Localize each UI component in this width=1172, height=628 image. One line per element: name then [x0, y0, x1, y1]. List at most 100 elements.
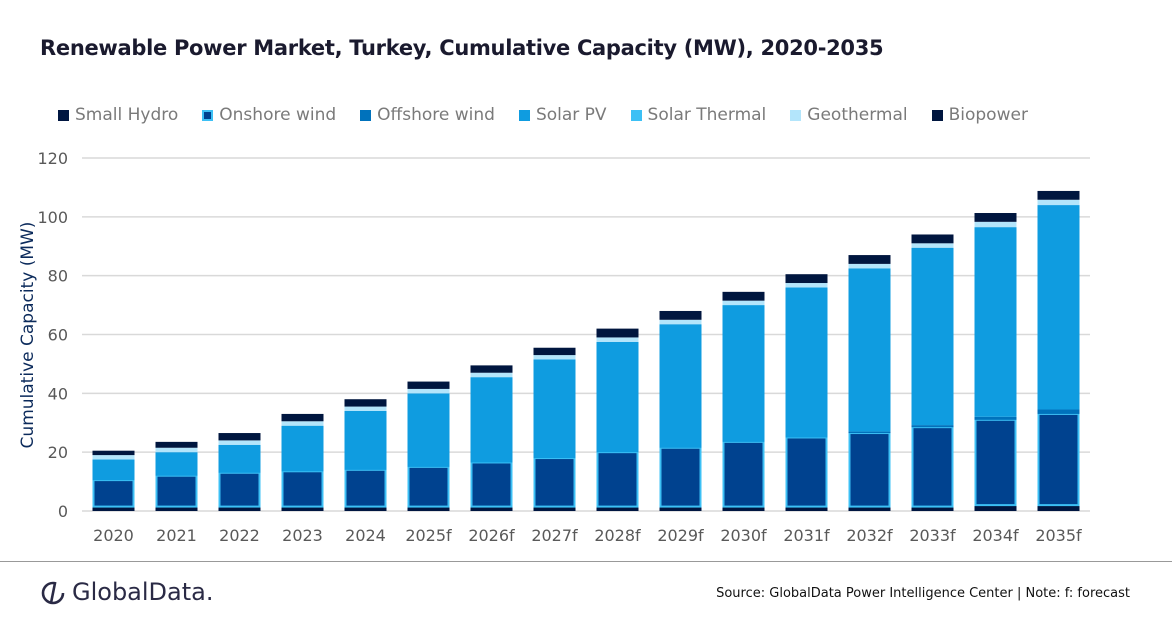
bar-segment-geothermal: [974, 221, 1017, 228]
bar-segment-onshore-wind: [974, 418, 1017, 507]
bar-segment-small-hydro: [155, 506, 198, 511]
bar-segment-solar-pv: [155, 452, 198, 476]
bar-segment-biopower: [470, 365, 513, 373]
bar-segment-offshore-wind: [848, 431, 891, 434]
bar-segment-small-hydro: [659, 506, 702, 511]
bar-segment-solar-pv: [596, 341, 639, 453]
legend-swatch: [931, 109, 943, 121]
bar-segment-biopower: [911, 234, 954, 244]
y-tick-label: 0: [58, 502, 68, 521]
legend-label: Offshore wind: [377, 105, 495, 125]
bar-segment-geothermal: [218, 440, 261, 445]
bar-segment-offshore-wind: [974, 416, 1017, 420]
bar-segment-geothermal: [470, 372, 513, 378]
bar-segment-geothermal: [281, 421, 324, 426]
legend-swatch: [518, 109, 530, 121]
y-tick-label: 20: [48, 443, 68, 462]
bar-segment-solar-pv: [470, 377, 513, 463]
bar-segment-solar-pv: [659, 324, 702, 448]
bar-segment-onshore-wind: [218, 471, 261, 508]
bar-segment-geothermal: [155, 447, 198, 453]
bar-segment-onshore-wind: [470, 461, 513, 508]
legend-label: Small Hydro: [75, 105, 179, 125]
bar-segment-biopower: [281, 413, 324, 422]
x-tick-label: 2021: [156, 526, 197, 545]
legend-item-offshore-wind: Offshore wind: [360, 105, 495, 125]
bar-segment-biopower: [218, 433, 261, 441]
x-tick-label: 2030f: [720, 526, 767, 545]
bar-segment-solar-pv: [785, 287, 828, 438]
bar-segment-small-hydro: [848, 506, 891, 511]
bar-segment-small-hydro: [470, 506, 513, 511]
y-tick-label: 60: [48, 326, 68, 345]
x-tick-label: 2027f: [531, 526, 578, 545]
legend-swatch: [58, 109, 69, 121]
y-tick-label: 40: [48, 384, 68, 403]
bar-segment-small-hydro: [407, 506, 450, 511]
legend-item-solar-thermal: Solar Thermal: [630, 105, 767, 125]
legend-item-small-hydro: Small Hydro: [58, 105, 178, 125]
bar-segment-onshore-wind: [281, 470, 324, 508]
x-tick-label: 2034f: [972, 526, 1019, 545]
bar-segment-geothermal: [344, 406, 387, 411]
legend: Small Hydro Onshore wind Offshore wind Sola…: [58, 105, 1028, 125]
bar-segment-solar-pv: [722, 305, 765, 442]
legend-swatch: [360, 109, 372, 121]
bar-segment-onshore-wind: [155, 474, 198, 508]
bar-segment-geothermal: [911, 243, 954, 248]
bar-segment-geothermal: [659, 319, 702, 325]
bar-segment-onshore-wind: [659, 446, 702, 508]
bar-segment-onshore-wind: [92, 479, 135, 508]
x-tick-label: 2031f: [783, 526, 830, 545]
bar-segment-geothermal: [1037, 199, 1080, 206]
legend-label: Onshore wind: [219, 105, 337, 125]
bar-segment-solar-pv: [848, 268, 891, 432]
bar-segment-solar-pv: [911, 247, 954, 426]
bar-segment-small-hydro: [974, 505, 1017, 511]
x-tick-label: 2025f: [405, 526, 452, 545]
bar-segment-biopower: [344, 399, 387, 407]
bar-segment-geothermal: [596, 337, 639, 342]
source-note: Source: GlobalData Power Intelligence Ce…: [716, 586, 1130, 601]
x-tick-label: 2029f: [657, 526, 704, 545]
bar-segment-onshore-wind: [848, 432, 891, 508]
bar-segment-small-hydro: [344, 506, 387, 511]
bar-segment-geothermal: [92, 455, 135, 460]
globaldata-logo: GlobalData.: [40, 578, 214, 606]
x-tick-label: 2022: [219, 526, 260, 545]
bar-segment-small-hydro: [596, 506, 639, 511]
bar-segment-onshore-wind: [407, 465, 450, 508]
bar-segment-small-hydro: [281, 506, 324, 511]
legend-item-onshore-wind: Onshore wind: [202, 105, 336, 125]
bar-segment-onshore-wind: [785, 436, 828, 508]
legend-item-geothermal: Geothermal: [790, 105, 908, 125]
divider: [0, 561, 1172, 562]
chart: 0 20 40 60 80 100 120 Cumulative Capacity (MW) 2…: [18, 149, 1090, 545]
bar-segment-onshore-wind: [911, 426, 954, 508]
bar-segment-solar-pv: [281, 425, 324, 472]
globaldata-logo-icon: [41, 581, 65, 605]
bar-segment-small-hydro: [92, 506, 135, 511]
bar-segment-onshore-wind: [1037, 412, 1080, 507]
bar-segment-geothermal: [848, 263, 891, 269]
x-tick-label: 2028f: [594, 526, 641, 545]
bar-segment-onshore-wind: [533, 457, 576, 508]
x-tick-label: 2032f: [846, 526, 893, 545]
legend-label: Solar Thermal: [647, 105, 767, 125]
bar-segment-geothermal: [533, 355, 576, 360]
bar-segment-offshore-wind: [911, 425, 954, 428]
x-tick-label: 2035f: [1035, 526, 1082, 545]
legend-item-solar-pv: Solar PV: [518, 105, 607, 125]
bar-segment-solar-pv: [407, 393, 450, 467]
bar-segment-biopower: [533, 347, 576, 356]
bar-segment-geothermal: [785, 283, 828, 288]
y-tick-label: 80: [48, 267, 68, 286]
bar-segment-biopower: [722, 291, 765, 301]
legend-swatch: [202, 109, 214, 121]
bar-segment-biopower: [596, 328, 639, 338]
x-tick-label: 2033f: [909, 526, 956, 545]
bar-segment-solar-pv: [92, 459, 135, 481]
bar-segment-small-hydro: [1037, 505, 1080, 511]
bar-segment-small-hydro: [218, 506, 261, 511]
x-tick-label: 2023: [282, 526, 323, 545]
